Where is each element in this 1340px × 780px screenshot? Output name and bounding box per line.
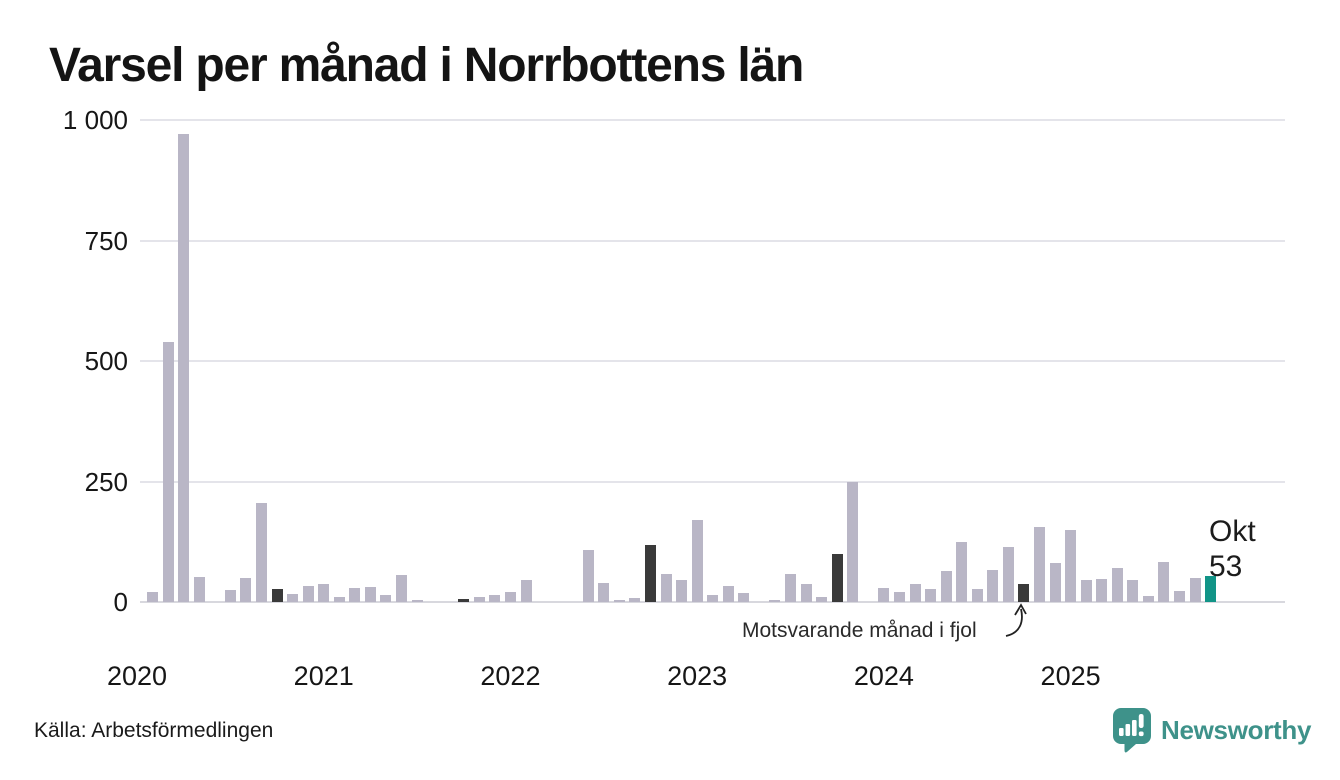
- bar-2024-02: [893, 591, 905, 602]
- bar-current-month-2025-10: [1205, 576, 1217, 602]
- bar-2025-05: [1127, 579, 1139, 602]
- bar-2020-11: [287, 594, 299, 602]
- x-tick-label-2021: 2021: [293, 661, 354, 691]
- current-month-name: Okt: [1209, 515, 1256, 548]
- bar-2024-08: [987, 569, 999, 602]
- bar-2020-08: [240, 577, 252, 602]
- bar-2025-03: [1096, 578, 1108, 602]
- bar-previous-year-october-2020-10: [271, 588, 283, 602]
- bar-2025-08: [1174, 591, 1186, 602]
- x-axis-line: [140, 601, 1285, 603]
- bar-2020-03: [162, 341, 174, 602]
- bar-2023-07: [785, 574, 797, 602]
- bar-2023-09: [816, 596, 828, 602]
- bar-2022-11: [660, 574, 672, 602]
- bar-previous-year-october-2021-10: [458, 599, 470, 602]
- y-tick-label: 0: [113, 587, 128, 617]
- bar-previous-year-october-2023-10: [831, 553, 843, 602]
- bar-2022-01: [504, 592, 516, 602]
- bar-2024-07: [971, 588, 983, 602]
- bar-2024-04: [925, 588, 937, 602]
- bar-2022-09: [629, 598, 641, 602]
- current-month-value: 53: [1209, 550, 1243, 583]
- bar-2021-12: [489, 594, 501, 602]
- gridline: [140, 480, 1285, 483]
- bar-2023-04: [738, 593, 750, 602]
- bar-2024-11: [1033, 527, 1045, 602]
- annotation-label: Motsvarande månad i fjol: [742, 619, 977, 642]
- current-month-value-label: Okt 53: [1209, 514, 1256, 584]
- bar-2022-12: [676, 580, 688, 602]
- bar-2021-01: [318, 584, 330, 602]
- bar-2025-07: [1158, 562, 1170, 602]
- bar-2020-05: [193, 576, 205, 602]
- bar-2020-07: [224, 589, 236, 602]
- bar-2024-03: [909, 584, 921, 602]
- bar-2024-09: [1002, 546, 1014, 602]
- bar-2024-06: [956, 541, 968, 602]
- y-tick-label: 500: [84, 346, 128, 376]
- gridline: [140, 239, 1285, 242]
- source-label: Källa: Arbetsförmedlingen: [34, 719, 274, 742]
- x-tick-label-2024: 2024: [853, 661, 914, 691]
- x-tick-label-2025: 2025: [1040, 661, 1101, 691]
- y-tick-label: 250: [84, 466, 128, 497]
- y-tick-label: 1 000: [62, 105, 128, 135]
- bar-2025-01: [1065, 529, 1077, 602]
- bar-2020-12: [302, 586, 314, 602]
- bar-2022-08: [613, 600, 625, 602]
- bar-2024-05: [940, 571, 952, 602]
- bar-previous-year-october-2022-10: [644, 545, 656, 602]
- bar-2021-05: [380, 594, 392, 602]
- bar-2021-06: [396, 574, 408, 602]
- bar-2024-12: [1049, 563, 1061, 602]
- bar-2025-02: [1080, 580, 1092, 602]
- bar-2020-09: [255, 503, 267, 602]
- bar-2022-07: [598, 582, 610, 602]
- x-tick-label-2020: 2020: [106, 661, 168, 691]
- bar-2023-08: [800, 583, 812, 602]
- newsworthy-logo-text: Newsworthy: [1161, 714, 1312, 745]
- gridline: [140, 360, 1285, 362]
- chart-title: Varsel per månad i Norrbottens län: [49, 39, 804, 92]
- bar-2022-06: [582, 549, 594, 602]
- bar-2021-07: [411, 600, 423, 602]
- newsworthy-logo-icon: [1113, 708, 1151, 753]
- bar-2023-03: [722, 586, 734, 602]
- bar-previous-year-october-2024-10: [1018, 583, 1030, 602]
- newsworthy-logo: Newsworthy: [1112, 707, 1311, 753]
- bar-2023-06: [769, 600, 781, 602]
- gridline: [140, 119, 1285, 121]
- bar-2025-04: [1111, 568, 1123, 602]
- bar-2020-04: [178, 134, 190, 602]
- bar-2023-11: [847, 481, 859, 602]
- annotation-arrow-icon: [1005, 603, 1027, 637]
- y-tick-label: 750: [84, 225, 128, 256]
- x-tick-label-2022: 2022: [480, 661, 541, 691]
- bar-2020-02: [147, 592, 159, 602]
- bar-2021-11: [473, 596, 485, 602]
- bar-2025-06: [1142, 596, 1154, 602]
- bar-2022-02: [520, 580, 532, 602]
- bar-2021-04: [364, 587, 376, 602]
- x-tick-label-2023: 2023: [667, 661, 728, 691]
- bar-2024-01: [878, 587, 890, 602]
- bar-2023-01: [691, 520, 703, 602]
- bar-2021-02: [333, 597, 345, 602]
- bar-2021-03: [349, 587, 361, 602]
- bar-2023-02: [707, 595, 719, 602]
- bar-2025-09: [1189, 577, 1201, 602]
